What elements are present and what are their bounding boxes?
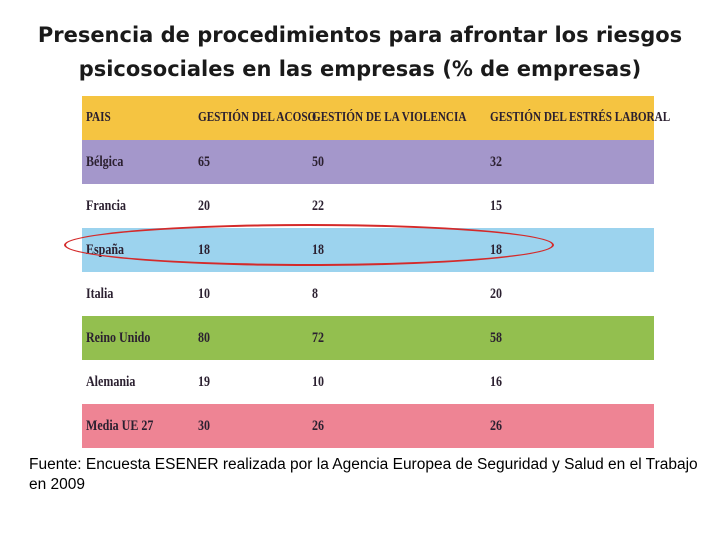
title-line-1: Presencia de procedimientos para afronta… bbox=[37, 23, 683, 47]
estres-cell: 32 bbox=[490, 153, 502, 170]
violencia-cell: 8 bbox=[312, 285, 318, 302]
violencia-cell: 10 bbox=[312, 373, 324, 390]
violencia-cell: 22 bbox=[312, 197, 324, 214]
acoso-cell: 65 bbox=[198, 153, 210, 170]
data-table: PAIS GESTIÓN DEL ACOSO GESTIÓN DE LA VIO… bbox=[82, 96, 670, 448]
title-line-2: psicosociales en las empresas (% de empr… bbox=[78, 57, 642, 81]
country-cell: Bélgica bbox=[86, 153, 124, 170]
acoso-cell: 30 bbox=[198, 417, 210, 434]
violencia-cell: 18 bbox=[312, 241, 324, 258]
table-row-espana: España 18 18 18 bbox=[82, 228, 654, 272]
table-row-belgica: Bélgica 65 50 32 bbox=[82, 140, 654, 184]
estres-cell: 18 bbox=[490, 241, 502, 258]
header-estres: GESTIÓN DEL ESTRÉS LABORAL bbox=[490, 110, 671, 125]
table-header-row: PAIS GESTIÓN DEL ACOSO GESTIÓN DE LA VIO… bbox=[82, 96, 670, 140]
acoso-cell: 10 bbox=[198, 285, 210, 302]
country-cell: España bbox=[86, 241, 125, 258]
estres-cell: 58 bbox=[490, 329, 502, 346]
table-row-alemania: Alemania 19 10 16 bbox=[82, 360, 654, 404]
country-cell: Italia bbox=[86, 285, 114, 302]
violencia-cell: 72 bbox=[312, 329, 324, 346]
header-pais: PAIS bbox=[86, 110, 111, 125]
table-row-italia: Italia 10 8 20 bbox=[82, 272, 654, 316]
estres-cell: 16 bbox=[490, 373, 502, 390]
country-cell: Reino Unido bbox=[86, 329, 151, 346]
acoso-cell: 80 bbox=[198, 329, 210, 346]
acoso-cell: 19 bbox=[198, 373, 210, 390]
header-violencia: GESTIÓN DE LA VIOLENCIA bbox=[312, 110, 467, 125]
estres-cell: 20 bbox=[490, 285, 502, 302]
violencia-cell: 26 bbox=[312, 417, 324, 434]
table-row-media-ue27: Media UE 27 30 26 26 bbox=[82, 404, 654, 448]
slide-title: Presencia de procedimientos para afronta… bbox=[0, 18, 720, 86]
table-row-reino-unido: Reino Unido 80 72 58 bbox=[82, 316, 654, 360]
country-cell: Alemania bbox=[86, 373, 136, 390]
estres-cell: 26 bbox=[490, 417, 502, 434]
source-note: Fuente: Encuesta ESENER realizada por la… bbox=[29, 456, 698, 493]
header-acoso: GESTIÓN DEL ACOSO bbox=[198, 110, 317, 125]
estres-cell: 15 bbox=[490, 197, 502, 214]
violencia-cell: 50 bbox=[312, 153, 324, 170]
acoso-cell: 18 bbox=[198, 241, 210, 258]
country-cell: Francia bbox=[86, 197, 126, 214]
country-cell: Media UE 27 bbox=[86, 417, 154, 434]
acoso-cell: 20 bbox=[198, 197, 210, 214]
table-row-francia: Francia 20 22 15 bbox=[82, 184, 654, 228]
